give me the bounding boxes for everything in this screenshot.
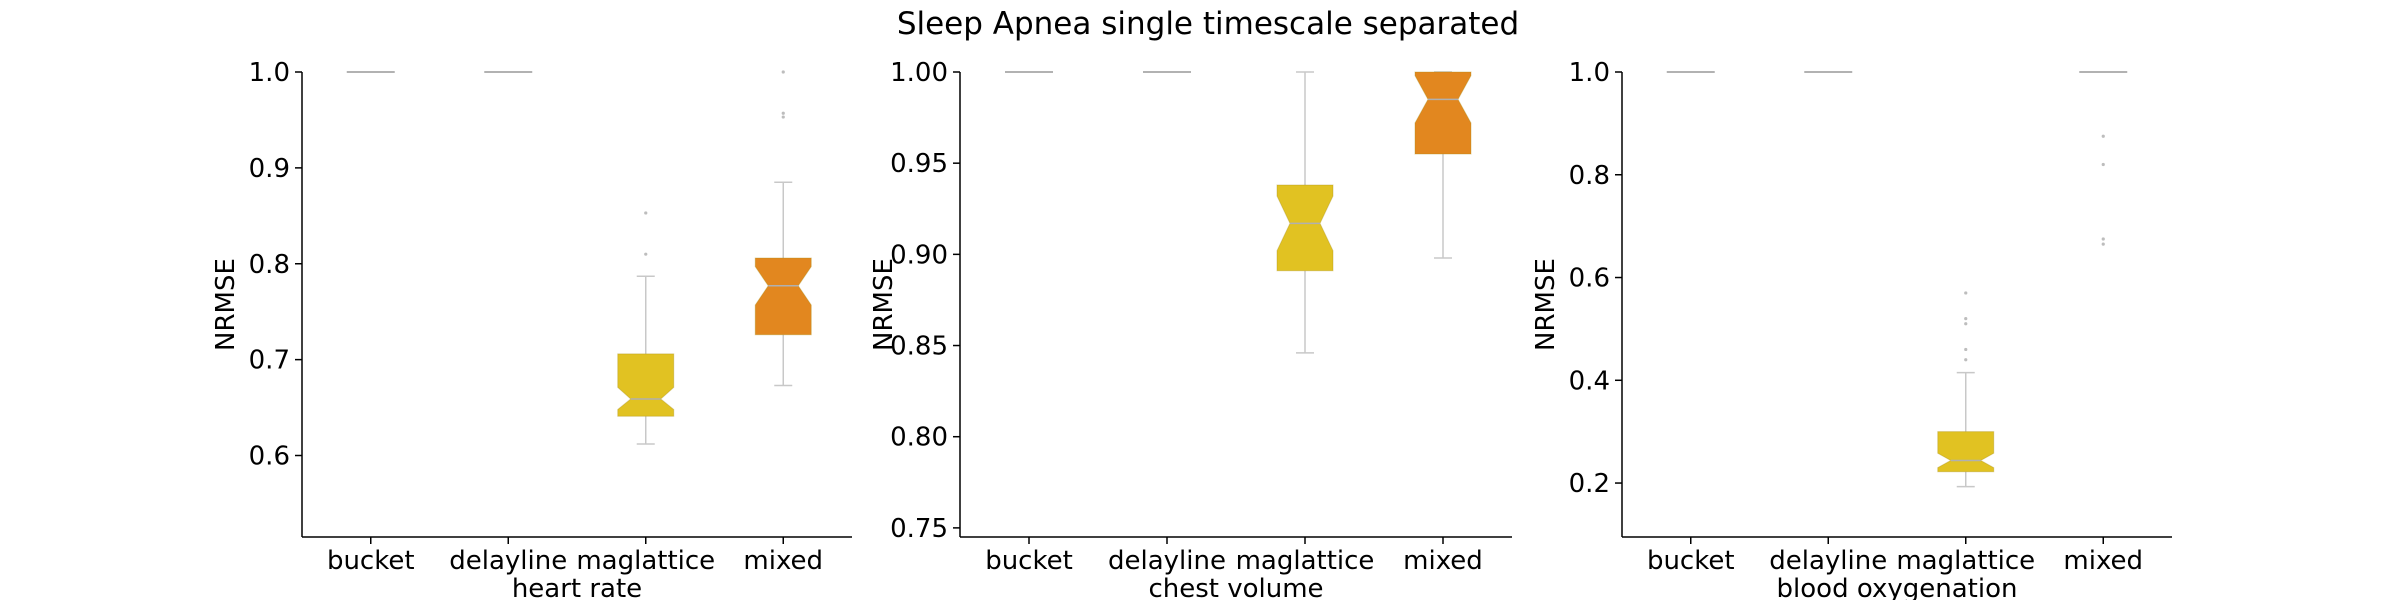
- outlier-point: [644, 211, 648, 215]
- y-tick-label: 0.7: [249, 346, 290, 376]
- x-tick-label: maglattice: [576, 546, 715, 576]
- outlier-point: [781, 115, 785, 119]
- x-tick-label: bucket: [1647, 546, 1735, 576]
- box-mixed: [1414, 71, 1472, 259]
- x-tick-label: mixed: [743, 546, 823, 576]
- x-axis-label: blood oxygenation: [1777, 574, 2018, 600]
- y-axis-label: NRMSE: [1531, 258, 1561, 351]
- figure-title: Sleep Apnea single timescale separated: [897, 6, 1519, 42]
- outlier-point: [2101, 162, 2105, 167]
- y-tick-label: 0.80: [890, 423, 948, 453]
- notched-box: [617, 353, 675, 417]
- box-mixed: [754, 70, 812, 387]
- y-tick-label: 1.0: [1569, 58, 1610, 88]
- x-tick-label: delayline: [449, 546, 567, 576]
- y-tick-label: 0.90: [890, 240, 948, 270]
- notched-box: [754, 257, 812, 336]
- box-maglattice: [617, 211, 675, 445]
- outlier-point: [1964, 347, 1968, 352]
- chart-panel-3: 0.2 0.4 0.6 0.8 1.0 bucket delayline maglattice…: [1531, 58, 2172, 600]
- y-tick-label: 1.0: [249, 58, 290, 88]
- y-tick-label: 0.8: [1569, 161, 1610, 191]
- x-tick-label: maglattice: [1896, 546, 2035, 576]
- outlier-point: [1964, 358, 1968, 362]
- outlier-point: [644, 252, 648, 256]
- notched-box: [1414, 71, 1472, 155]
- y-tick-label: 0.85: [890, 332, 948, 362]
- x-tick-label: bucket: [327, 546, 415, 576]
- y-tick-label: 0.95: [890, 149, 948, 179]
- y-axis-label: NRMSE: [869, 258, 899, 351]
- box-maglattice: [1937, 291, 1995, 488]
- notched-box: [1276, 184, 1334, 272]
- outlier-point: [1964, 322, 1968, 326]
- chart-panel-2: 0.75 0.80 0.85 0.90 0.95 1.00 bucket delayline m…: [869, 58, 1512, 600]
- x-axis-label: chest volume: [1148, 574, 1323, 600]
- outlier-point: [2101, 237, 2105, 241]
- panels: 0.6 0.7 0.8 0.9 1.0 bucket delayline maglattice…: [211, 58, 2172, 600]
- outlier-point: [2101, 134, 2105, 138]
- x-tick-label: mixed: [2063, 546, 2143, 576]
- x-tick-label: bucket: [985, 546, 1073, 576]
- outlier-point: [2101, 242, 2105, 246]
- y-tick-label: 1.00: [890, 58, 948, 88]
- y-tick-label: 0.6: [1569, 264, 1610, 294]
- y-tick-label: 0.9: [249, 154, 290, 184]
- x-tick-label: delayline: [1108, 546, 1226, 576]
- box-maglattice: [1276, 71, 1334, 354]
- x-tick-label: mixed: [1403, 546, 1483, 576]
- y-tick-label: 0.8: [249, 250, 290, 280]
- box-mixed: [2079, 71, 2128, 246]
- y-tick-label: 0.4: [1569, 366, 1610, 396]
- x-tick-label: maglattice: [1236, 546, 1375, 576]
- y-tick-label: 0.6: [249, 442, 290, 472]
- outlier-point: [781, 111, 785, 115]
- chart-panel-1: 0.6 0.7 0.8 0.9 1.0 bucket delayline maglattice…: [211, 58, 852, 600]
- outlier-point: [781, 70, 785, 74]
- outlier-point: [1964, 291, 1968, 295]
- notched-box: [1937, 431, 1995, 473]
- y-tick-label: 0.75: [890, 514, 948, 544]
- outlier-point: [1964, 317, 1968, 321]
- y-tick-label: 0.2: [1569, 469, 1610, 499]
- y-axis-label: NRMSE: [211, 258, 241, 351]
- x-axis-label: heart rate: [512, 574, 642, 600]
- x-tick-label: delayline: [1769, 546, 1887, 576]
